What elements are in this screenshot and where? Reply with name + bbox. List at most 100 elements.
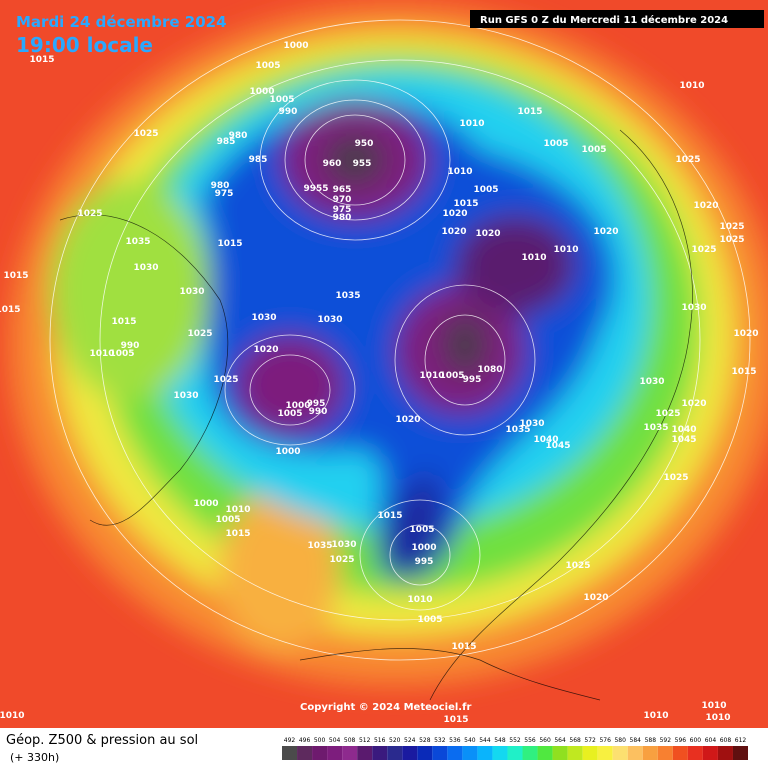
isobar-label: 995 <box>415 557 434 567</box>
isobar-label: 995 <box>307 399 326 409</box>
isobar-label: 980 <box>229 131 248 141</box>
legend-label: 560 <box>539 737 551 744</box>
isobar-label: 1005 <box>409 525 434 535</box>
isobar-label: 1000 <box>283 41 308 51</box>
isobar-label: 1025 <box>213 375 238 385</box>
isobar-label: 1000 <box>275 447 300 457</box>
legend-label: 496 <box>299 737 311 744</box>
isobar-label: 1020 <box>442 209 467 219</box>
isobar-label: 1015 <box>377 511 402 521</box>
legend-swatch <box>537 746 553 760</box>
isobar-label: 1025 <box>655 409 680 419</box>
isobar-label: 1030 <box>639 377 664 387</box>
isobar-label: 1035 <box>125 237 150 247</box>
isobar-label: 1015 <box>111 317 136 327</box>
legend-swatch <box>492 746 508 760</box>
legend-label: 540 <box>464 737 476 744</box>
isobar-label: 1025 <box>565 561 590 571</box>
isobar-label: 9955 <box>303 184 328 194</box>
legend-label: 544 <box>479 737 491 744</box>
isobar-label: 1015 <box>451 642 476 652</box>
isobar-label: 1005 <box>473 185 498 195</box>
isobar-label: 1010 <box>0 711 25 721</box>
isobar-label: 1030 <box>179 287 204 297</box>
isobar-label: 955 <box>353 159 372 169</box>
isobar-label: 1010 <box>705 713 730 723</box>
isobar-label: 990 <box>309 407 328 417</box>
geopotential-field <box>0 0 768 728</box>
isobar-label: 1020 <box>475 229 500 239</box>
run-info: Run GFS 0 Z du Mercredi 11 décembre 2024 <box>480 14 728 26</box>
copyright: Copyright © 2024 Meteociel.fr <box>300 702 471 713</box>
isobar-label: 1025 <box>329 555 354 565</box>
isobar-label: 1015 <box>443 715 468 725</box>
legend-label: 604 <box>705 737 717 744</box>
isobar-label: 1010 <box>89 349 114 359</box>
isobar-label: 1010 <box>643 711 668 721</box>
legend-swatch <box>657 746 673 760</box>
isobar-label: 1020 <box>253 345 278 355</box>
legend-swatch <box>612 746 628 760</box>
isobar-label: 1035 <box>335 291 360 301</box>
isobar-label: 1025 <box>675 155 700 165</box>
isobar-label: 1020 <box>733 329 758 339</box>
legend-swatch <box>342 746 358 760</box>
legend-label: 568 <box>569 737 581 744</box>
isobar-label: 1010 <box>225 505 250 515</box>
legend-swatch <box>312 746 328 760</box>
legend-label: 588 <box>645 737 657 744</box>
legend-label: 532 <box>434 737 446 744</box>
isobar-label: 1005 <box>269 95 294 105</box>
isobar-label: 1045 <box>671 435 696 445</box>
isobar-label: 1030 <box>317 315 342 325</box>
isobar-label: 1040 <box>671 425 696 435</box>
legend-label: 512 <box>359 737 371 744</box>
legend-swatch <box>447 746 463 760</box>
isobar-label: 1030 <box>331 540 356 550</box>
isobar-label: 990 <box>121 341 140 351</box>
isobar-label: 1035 <box>307 541 332 551</box>
isobar-label: 1030 <box>133 263 158 273</box>
isobar-label: 1020 <box>681 399 706 409</box>
color-legend: 492 496 500 504 508 512 516 520 524 528 532 536 540 5… <box>282 737 748 760</box>
isobar-label: 1045 <box>545 441 570 451</box>
isobar-label: 1015 <box>29 55 54 65</box>
isobar-label: 1035 <box>643 423 668 433</box>
isobar-label: 1025 <box>719 235 744 245</box>
legend-swatch <box>327 746 343 760</box>
legend-swatch <box>582 746 598 760</box>
isobar-label: 1010 <box>407 595 432 605</box>
legend-label: 552 <box>509 737 521 744</box>
legend-swatch <box>552 746 568 760</box>
legend-swatch <box>522 746 538 760</box>
legend-swatch <box>717 746 733 760</box>
legend-label: 592 <box>660 737 672 744</box>
valid-time: 19:00 locale <box>16 33 153 57</box>
isobar-label: 1030 <box>681 303 706 313</box>
isobar-label: 1005 <box>215 515 240 525</box>
legend-label: 580 <box>614 737 626 744</box>
isobar-label: 1005 <box>439 371 464 381</box>
isobar-label: 1025 <box>691 245 716 255</box>
isobar-label: 1025 <box>187 329 212 339</box>
footer-title: Géop. Z500 & pression au sol <box>6 733 198 748</box>
legend-label: 504 <box>329 737 341 744</box>
isobar-label: 1025 <box>77 209 102 219</box>
isobar-label: 985 <box>249 155 268 165</box>
isobar-label: 1030 <box>251 313 276 323</box>
legend-label: 596 <box>675 737 687 744</box>
legend-swatch <box>477 746 493 760</box>
isobar-label: 1005 <box>277 409 302 419</box>
legend-swatch <box>462 746 478 760</box>
run-box <box>470 10 764 28</box>
legend-swatch <box>642 746 658 760</box>
isobar-label: 1015 <box>0 305 21 315</box>
isobar-label: 980 <box>211 181 230 191</box>
legend-swatch <box>387 746 403 760</box>
legend-label: 524 <box>404 737 416 744</box>
legend-label: 516 <box>374 737 386 744</box>
legend-label: 600 <box>690 737 702 744</box>
isobar-label: 995 <box>463 375 482 385</box>
isobar-label: 1005 <box>581 145 606 155</box>
